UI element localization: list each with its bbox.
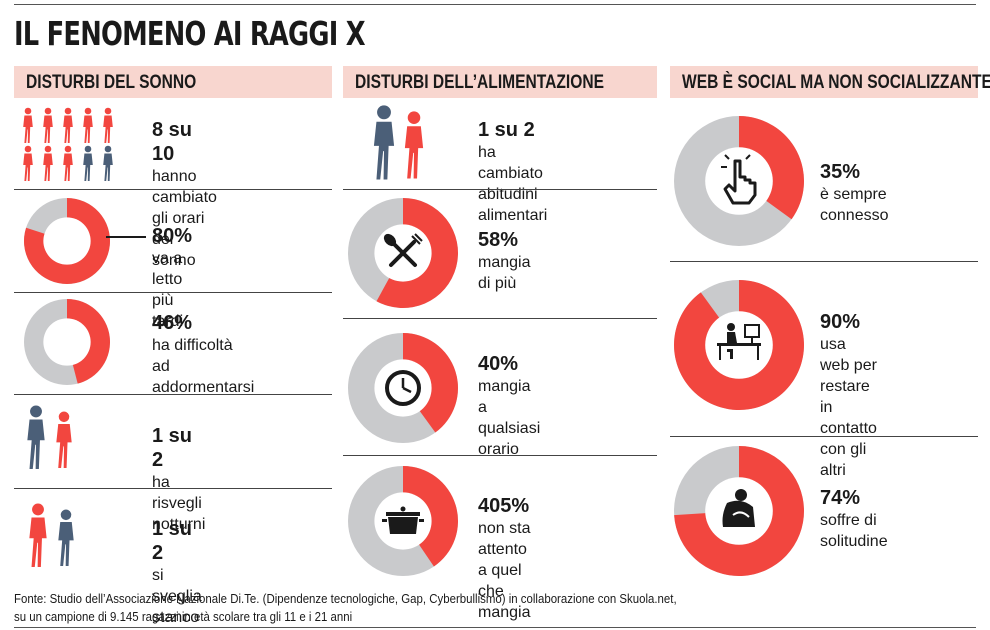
divider bbox=[343, 189, 657, 190]
donut-46-percent bbox=[24, 299, 110, 385]
donut-hole bbox=[43, 217, 91, 265]
stat-desc: soffre di solitudine bbox=[820, 512, 888, 550]
stat-value: 1 su 2 bbox=[152, 425, 193, 471]
stat-desc: mangia di più bbox=[478, 254, 531, 292]
donut-90-percent bbox=[674, 280, 804, 410]
stat-value: 90% bbox=[820, 311, 861, 333]
clock-icon bbox=[385, 370, 421, 406]
stat-desc: usa web per restare bbox=[820, 336, 877, 395]
top-rule bbox=[14, 4, 976, 5]
donut-74-percent bbox=[674, 446, 804, 576]
sad-person-icon bbox=[722, 489, 755, 527]
two-people-icon bbox=[29, 503, 74, 567]
divider bbox=[14, 394, 332, 395]
divider bbox=[14, 488, 332, 489]
stat-value: 40% bbox=[478, 353, 519, 375]
stat-value: 58% bbox=[478, 229, 519, 251]
stat-desc: ha cambiato abitudini bbox=[478, 144, 543, 203]
stat-value: 80% bbox=[152, 225, 193, 247]
stat-value: 1 su 2 bbox=[478, 119, 535, 141]
stat-value: 1 su 2 bbox=[152, 518, 193, 564]
divider bbox=[670, 436, 978, 437]
column-header-sleep: DISTURBI DEL SONNO bbox=[14, 66, 332, 98]
bottom-rule bbox=[14, 627, 976, 628]
footer-line: Fonte: Studio dell’Associazione Nazional… bbox=[14, 591, 677, 606]
stat-desc: hanno cambiato bbox=[152, 168, 217, 206]
fork-spoon-icon bbox=[383, 233, 423, 267]
stat-desc: alimentari bbox=[478, 207, 548, 224]
divider bbox=[14, 189, 332, 190]
people-8-of-10-icon bbox=[23, 107, 113, 181]
stat-desc: va a letto più tardi bbox=[152, 250, 184, 330]
stat-value: 35% bbox=[820, 161, 861, 183]
donut-35-percent bbox=[674, 116, 804, 246]
page-title: IL FENOMENO AI RAGGI X bbox=[14, 14, 366, 53]
stat-desc: orario bbox=[478, 441, 519, 458]
computer-desk-icon bbox=[717, 323, 761, 360]
donut-40-percent bbox=[348, 333, 458, 443]
donut-58-percent bbox=[348, 198, 458, 308]
donut-80-percent bbox=[24, 198, 110, 284]
column-header-web: WEB È SOCIAL MA NON SOCIALIZZANTE bbox=[670, 66, 990, 98]
leader-line bbox=[106, 236, 146, 238]
stat-desc: non sta attento bbox=[478, 520, 531, 558]
couple-icon bbox=[373, 105, 424, 180]
stat-desc: mangia a qualsiasi bbox=[478, 378, 541, 437]
stat-value: 405% bbox=[478, 495, 530, 517]
stat-desc: si sveglia stanco bbox=[152, 567, 202, 626]
stat-desc: in contatto con gli altri bbox=[820, 399, 877, 479]
stat-value: 74% bbox=[820, 487, 861, 509]
source-footer: Fonte: Studio dell’Associazione Nazional… bbox=[14, 590, 677, 626]
donut-hole bbox=[43, 318, 91, 366]
divider bbox=[14, 292, 332, 293]
stat-value: 46% bbox=[152, 312, 193, 334]
pointer-hand-icon bbox=[721, 154, 757, 205]
footer-line: su un campione di 9.145 ragazzi in età s… bbox=[14, 609, 353, 624]
donut-value-slice bbox=[739, 116, 804, 220]
stat-desc: è sempre connesso bbox=[820, 186, 889, 224]
stat-value: 8 su 10 bbox=[152, 119, 193, 165]
cooking-pot-icon bbox=[382, 506, 424, 534]
stat-desc: ha risvegli notturni bbox=[152, 474, 206, 533]
stat-desc: gli orari del sonno bbox=[152, 210, 205, 269]
stat-desc: a quel che mangia bbox=[478, 562, 531, 621]
donut-405-percent bbox=[348, 466, 458, 576]
divider bbox=[343, 455, 657, 456]
stat-desc: ha difficoltà bbox=[152, 337, 233, 354]
column-header-food: DISTURBI DELL’ALIMENTAZIONE bbox=[343, 66, 657, 98]
stat-desc: ad addormentarsi bbox=[152, 358, 255, 396]
divider bbox=[670, 261, 978, 262]
divider bbox=[343, 318, 657, 319]
two-people-icon bbox=[27, 405, 72, 469]
